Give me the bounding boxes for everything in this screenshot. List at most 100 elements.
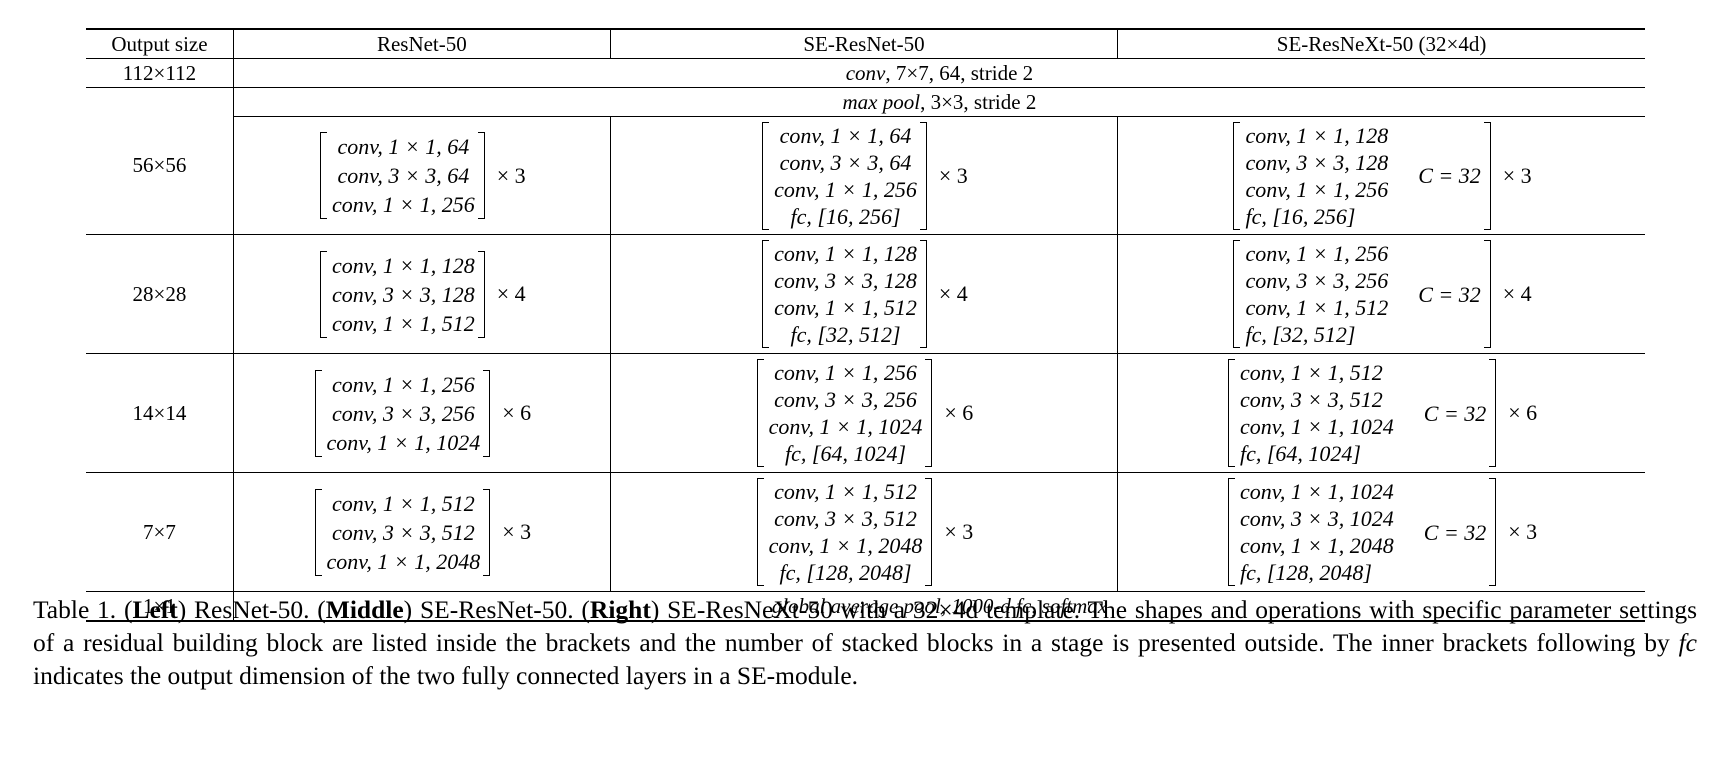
resnet-50-bracket: conv, 1 × 1, 256 conv, 3 × 3, 256 conv, 1 …: [313, 368, 493, 459]
stage-row: 14×14 conv, 1 × 1, 256 conv, 3 × 3, 256 con…: [86, 353, 1645, 473]
resnet-50-bracket: conv, 1 × 1, 128 conv, 3 × 3, 128 conv, 1 …: [318, 249, 487, 340]
se-resnet-50-bracket: conv, 1 × 1, 256 conv, 3 × 3, 256 conv, 1 …: [755, 357, 935, 469]
resnet-50-layer-line: conv, 1 × 1, 512: [332, 490, 475, 516]
resnet-50-layer-line: conv, 1 × 1, 512: [332, 310, 475, 336]
se-resnet-50-repeat-count: × 3: [938, 162, 968, 188]
resnet-50-layer-line: conv, 3 × 3, 128: [332, 281, 475, 307]
caption-left-text: ResNet-50.: [186, 595, 318, 624]
se-resnext-50-stage-cell: conv, 1 × 1, 128 conv, 3 × 3, 128 conv, 1 …: [1117, 116, 1645, 235]
se-resnet-50-layer-line: conv, 3 × 3, 128: [774, 268, 917, 293]
se-resnet-50-bracket: conv, 1 × 1, 64 conv, 3 × 3, 64 conv, 1 × …: [760, 120, 929, 232]
resnet-50-layer-line: conv, 1 × 1, 128: [332, 252, 475, 278]
se-resnet-50-bracket: conv, 1 × 1, 512 conv, 3 × 3, 512 conv, 1 …: [755, 476, 935, 588]
resnet-50-layer-line: conv, 3 × 3, 512: [332, 519, 475, 545]
se-resnet-50-layer-line: conv, 1 × 1, 256: [774, 360, 917, 385]
resnet-50-stage-cell: conv, 1 × 1, 512 conv, 3 × 3, 512 conv, 1 …: [232, 472, 611, 592]
se-resnet-50-layer-line: conv, 1 × 1, 2048: [768, 533, 923, 558]
resnet-50-layer-line: conv, 1 × 1, 64: [337, 134, 470, 159]
resnet-50-repeat-count: × 4: [496, 281, 526, 306]
se-resnext-50-layer-line: fc, [128, 2048]: [1239, 560, 1372, 585]
se-resnext-50-layer-line: fc, [32, 512]: [1245, 322, 1356, 347]
conv1-spec: conv, 7×7, 64, stride 2: [232, 58, 1645, 88]
conv1-op: conv: [845, 60, 886, 85]
se-resnext-50-layer-line: conv, 1 × 1, 512: [1245, 295, 1389, 320]
se-resnet-50-block: conv, 1 × 1, 128 conv, 3 × 3, 128 conv, 1 …: [760, 238, 968, 350]
se-resnext-50-layer-line: conv, 3 × 3, 1024: [1239, 506, 1394, 531]
resnet-50-layer-line: conv, 1 × 1, 2048: [326, 548, 481, 574]
se-resnet-50-layer-line: fc, [64, 1024]: [785, 441, 907, 466]
se-resnet-50-layer-line: conv, 3 × 3, 512: [774, 506, 917, 531]
resnet-50-block: conv, 1 × 1, 64 conv, 3 × 3, 64 conv, 1 × …: [318, 130, 526, 221]
se-resnet-50-layer-line: conv, 1 × 1, 256: [774, 176, 917, 202]
caption-label: Table 1.: [33, 595, 124, 624]
se-resnext-50-bracket: conv, 1 × 1, 128 conv, 3 × 3, 128 conv, 1 …: [1231, 120, 1492, 232]
se-resnext-50-bracket: conv, 1 × 1, 256 conv, 3 × 3, 256 conv, 1 …: [1231, 238, 1492, 350]
resnet-50-layer-line: conv, 1 × 1, 256: [332, 192, 475, 217]
se-resnet-50-repeat-count: × 4: [938, 281, 968, 306]
caption-middle-text: SE-ResNet-50.: [412, 595, 582, 624]
se-resnext-50-bracket: conv, 1 × 1, 512 conv, 3 × 3, 512 conv, 1 …: [1226, 357, 1498, 469]
se-resnet-50-layer-line: conv, 1 × 1, 128: [774, 241, 917, 266]
se-resnet-50-layer-line: conv, 1 × 1, 512: [774, 479, 917, 504]
stage-output-size: 7×7: [86, 472, 234, 592]
resnet-50-block: conv, 1 × 1, 128 conv, 3 × 3, 128 conv, 1 …: [318, 249, 526, 340]
se-resnext-50-block: conv, 1 × 1, 1024 conv, 3 × 3, 1024 conv, …: [1226, 476, 1537, 588]
architecture-table: Output size ResNet-50 SE-ResNet-50 SE-Re…: [86, 28, 1645, 622]
resnet-50-layer-line: conv, 1 × 1, 1024: [326, 429, 481, 455]
resnet-50-stage-cell: conv, 1 × 1, 64 conv, 3 × 3, 64 conv, 1 × …: [233, 116, 611, 235]
se-resnext-50-cardinality: C = 32: [1423, 400, 1487, 426]
se-resnext-50-layer-line: conv, 3 × 3, 512: [1239, 387, 1383, 412]
se-resnext-50-layer-line: conv, 1 × 1, 2048: [1239, 533, 1394, 558]
caption-middle-bold: Middle: [325, 595, 404, 624]
se-resnext-50-block: conv, 1 × 1, 512 conv, 3 × 3, 512 conv, 1 …: [1226, 357, 1537, 469]
header-output-size: Output size: [86, 28, 234, 59]
se-resnext-50-layer-line: conv, 1 × 1, 256: [1245, 241, 1389, 266]
final-output-size: 1×1: [86, 591, 234, 622]
stage-output-size: 28×28: [86, 234, 234, 354]
se-resnet-50-layer-line: conv, 3 × 3, 256: [774, 387, 917, 412]
resnet-50-bracket: conv, 1 × 1, 512 conv, 3 × 3, 512 conv, 1 …: [313, 487, 493, 578]
caption-right-text: SE-ResNeXt-50 with a 32×4d template. The…: [33, 595, 1697, 657]
pool-spec: max pool, 3×3, stride 2: [232, 87, 1645, 117]
se-resnet-50-stage-cell: conv, 1 × 1, 256 conv, 3 × 3, 256 conv, 1 …: [609, 353, 1119, 473]
resnet-50-stage-cell: conv, 1 × 1, 256 conv, 3 × 3, 256 conv, 1 …: [232, 353, 611, 473]
resnet-50-repeat-count: × 6: [502, 400, 532, 425]
se-resnet-50-layer-line: fc, [32, 512]: [790, 322, 901, 347]
se-resnet-50-layer-line: conv, 3 × 3, 64: [779, 149, 912, 175]
stage-output-size: 14×14: [86, 353, 234, 473]
resnet-50-layer-line: conv, 1 × 1, 256: [332, 371, 475, 397]
se-resnext-50-block: conv, 1 × 1, 128 conv, 3 × 3, 128 conv, 1 …: [1231, 120, 1532, 232]
se-resnext-50-layer-line: conv, 1 × 1, 1024: [1239, 479, 1394, 504]
se-resnet-50-repeat-count: × 6: [944, 400, 974, 425]
se-resnext-50-layer-line: conv, 1 × 1, 512: [1239, 360, 1383, 385]
se-resnext-50-layer-line: conv, 1 × 1, 128: [1245, 122, 1389, 148]
se-resnext-50-cardinality: C = 32: [1418, 163, 1481, 188]
se-resnext-50-layer-line: conv, 3 × 3, 128: [1245, 149, 1389, 175]
pool-row: 56×56 max pool, 3×3, stride 2: [86, 87, 1645, 235]
se-resnext-50-layer-line: conv, 1 × 1, 1024: [1239, 414, 1394, 439]
stage-row: conv, 1 × 1, 64 conv, 3 × 3, 64 conv, 1 × …: [86, 116, 1645, 235]
se-resnext-50-stage-cell: conv, 1 × 1, 1024 conv, 3 × 3, 1024 conv, …: [1117, 472, 1645, 592]
pool-op: max pool: [842, 89, 921, 114]
caption-left-bold: Left: [132, 595, 178, 624]
stage-row: 28×28 conv, 1 × 1, 128 conv, 3 × 3, 128 con…: [86, 234, 1645, 354]
se-resnext-50-cardinality: C = 32: [1423, 519, 1487, 545]
se-resnet-50-block: conv, 1 × 1, 64 conv, 3 × 3, 64 conv, 1 × …: [760, 120, 968, 232]
final-row: 1×1 global average pool, 1000-d fc, soft…: [86, 591, 1645, 622]
se-resnext-50-bracket: conv, 1 × 1, 1024 conv, 3 × 3, 1024 conv, …: [1226, 476, 1498, 588]
se-resnet-50-stage-cell: conv, 1 × 1, 512 conv, 3 × 3, 512 conv, 1 …: [609, 472, 1119, 592]
pool-output-size: 56×56: [86, 87, 234, 235]
se-resnet-50-layer-line: fc, [16, 256]: [790, 203, 901, 229]
stage-row: 7×7 conv, 1 × 1, 512 conv, 3 × 3, 512 conv,…: [86, 472, 1645, 592]
resnet-50-stage-cell: conv, 1 × 1, 128 conv, 3 × 3, 128 conv, 1 …: [232, 234, 611, 354]
se-resnext-50-repeat-count: × 3: [1502, 162, 1532, 188]
se-resnext-50-stage-cell: conv, 1 × 1, 512 conv, 3 × 3, 512 conv, 1 …: [1117, 353, 1645, 473]
caption-fc-italic: fc: [1678, 628, 1697, 657]
se-resnext-50-repeat-count: × 6: [1508, 400, 1538, 425]
final-spec: global average pool, 1000-d fc, softmax: [232, 591, 1645, 622]
caption-tail-text: indicates the output dimension of the tw…: [33, 661, 859, 690]
se-resnext-50-layer-line: conv, 3 × 3, 256: [1245, 268, 1389, 293]
se-resnext-50-repeat-count: × 3: [1508, 519, 1538, 544]
se-resnext-50-layer-line: fc, [64, 1024]: [1239, 441, 1361, 466]
se-resnet-50-layer-line: conv, 1 × 1, 512: [774, 295, 917, 320]
